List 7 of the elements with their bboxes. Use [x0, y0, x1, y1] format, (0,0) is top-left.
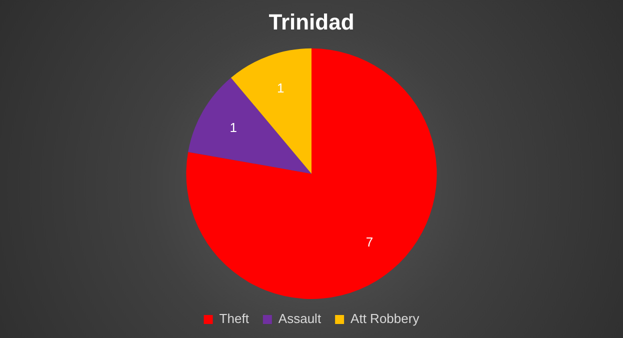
data-label: 1	[277, 80, 284, 96]
legend-label: Theft	[219, 311, 250, 326]
legend-label: Assault	[278, 311, 322, 326]
chart-title: Trinidad	[268, 9, 354, 34]
data-label: 7	[366, 234, 374, 250]
legend-label: Att Robbery	[350, 311, 420, 326]
data-label: 1	[230, 120, 237, 136]
